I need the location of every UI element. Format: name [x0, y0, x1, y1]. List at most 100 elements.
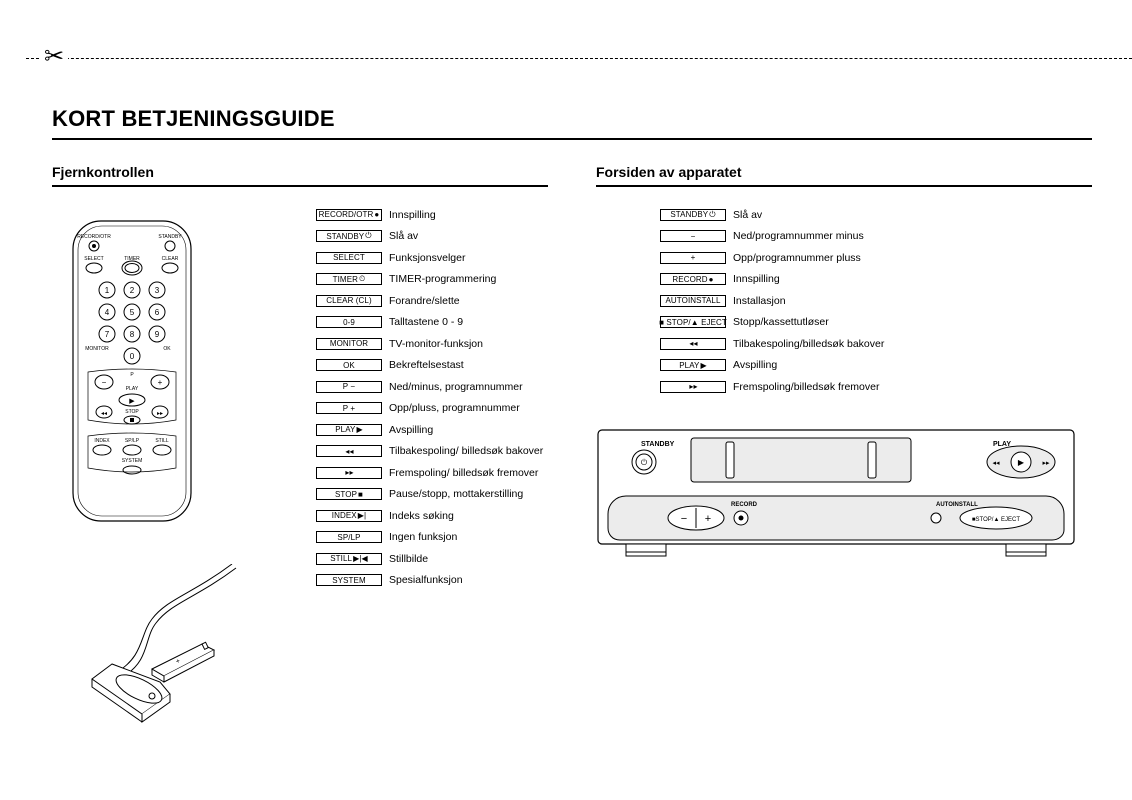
- key-description: Funksjonsvelger: [389, 252, 465, 264]
- svg-text:▶: ▶: [129, 398, 135, 405]
- key-description: Ned/minus, programnummer: [389, 381, 523, 393]
- key-label: PLAY ▶: [316, 424, 382, 436]
- key-description: Tilbakespoling/ billedsøk bakover: [389, 445, 543, 457]
- key-description: Bekreftelsestast: [389, 359, 464, 371]
- svg-text:8: 8: [130, 330, 135, 339]
- key-description: Ingen funksjon: [389, 531, 457, 543]
- heading-front: Forsiden av apparatet: [596, 164, 1092, 182]
- legend-row: STOP ■ Pause/stopp, mottakerstilling: [312, 484, 543, 506]
- svg-text:5: 5: [130, 308, 135, 317]
- key-description: Avspilling: [389, 424, 433, 436]
- svg-text:STANDBY: STANDBY: [158, 234, 182, 240]
- key-description: Talltastene 0 - 9: [389, 316, 463, 328]
- legend-front: STANDBY ⏻ Slå av−Ned/programnummer minus +…: [656, 204, 884, 398]
- key-label: 0-9: [316, 316, 382, 328]
- svg-text:RECORD/OTR: RECORD/OTR: [77, 234, 111, 240]
- svg-text:▶: ▶: [1018, 458, 1025, 467]
- key-description: Spesialfunksjon: [389, 574, 463, 586]
- key-label: AUTOINSTALL: [660, 295, 726, 307]
- key-description: Innspilling: [389, 209, 436, 221]
- key-label: OK: [316, 359, 382, 371]
- svg-text:INDEX: INDEX: [94, 438, 110, 444]
- svg-text:−: −: [102, 378, 107, 387]
- key-label: −: [660, 230, 726, 242]
- key-description: TIMER-programmering: [389, 273, 496, 285]
- legend-row: ▸▸Fremspoling/billedsøk fremover: [656, 376, 884, 398]
- legend-row: P − Ned/minus, programnummer: [312, 376, 543, 398]
- svg-text:7: 7: [105, 330, 110, 339]
- svg-text:MONITOR: MONITOR: [85, 346, 109, 352]
- key-label: STOP ■: [316, 488, 382, 500]
- key-label: STANDBY ⏻: [316, 230, 382, 242]
- scissors-icon: ✂: [40, 42, 68, 71]
- legend-row: 0-9 Talltastene 0 - 9: [312, 312, 543, 334]
- key-label: P −: [316, 381, 382, 393]
- legend-row: AUTOINSTALLInstallasjon: [656, 290, 884, 312]
- heading-rule: [52, 185, 548, 187]
- key-label: MONITOR: [316, 338, 382, 350]
- svg-text:4: 4: [105, 308, 110, 317]
- page-title: KORT BETJENINGSGUIDE: [52, 106, 1092, 132]
- svg-text:+: +: [705, 513, 711, 525]
- key-label: P +: [316, 402, 382, 414]
- svg-text:6: 6: [155, 308, 160, 317]
- key-label: SP/LP: [316, 531, 382, 543]
- svg-text:3: 3: [155, 286, 160, 295]
- svg-text:OK: OK: [163, 346, 171, 352]
- remote-illustration: RECORD/OTR STANDBY SELECT TIMER CLEAR 1 …: [72, 220, 192, 530]
- legend-row: STANDBY ⏻Slå av: [312, 226, 543, 248]
- svg-text:SYSTEM: SYSTEM: [122, 458, 143, 464]
- key-description: Innspilling: [733, 273, 780, 285]
- key-label: ◂◂: [316, 445, 382, 457]
- key-description: Avspilling: [733, 359, 777, 371]
- legend-row: RECORD ● Innspilling: [656, 269, 884, 291]
- key-label: +: [660, 252, 726, 264]
- svg-text:■STOP/▲ EJECT: ■STOP/▲ EJECT: [972, 517, 1020, 523]
- legend-row: ■ STOP/▲ EJECTStopp/kassettutløser: [656, 312, 884, 334]
- svg-text:◂◂: ◂◂: [992, 460, 1000, 467]
- key-label: CLEAR (CL): [316, 295, 382, 307]
- column-front-panel: Forsiden av apparatet STANDBY ⏻Slå av−Ne…: [596, 164, 1092, 205]
- battery-illustration: +: [72, 564, 252, 744]
- legend-row: MONITOR TV-monitor-funksjon: [312, 333, 543, 355]
- key-label: RECORD/OTR ●: [316, 209, 382, 221]
- svg-text:1: 1: [105, 286, 110, 295]
- legend-row: CLEAR (CL)Forandre/slette: [312, 290, 543, 312]
- key-description: Opp/pluss, programnummer: [389, 402, 520, 414]
- legend-row: INDEX ▶|Indeks søking: [312, 505, 543, 527]
- svg-text:▸▸: ▸▸: [1042, 460, 1050, 467]
- page-content: KORT BETJENINGSGUIDE Fjernkontrollen REC…: [52, 106, 1092, 205]
- column-remote: Fjernkontrollen RECORD/OTR STANDBY SELEC…: [52, 164, 548, 205]
- key-description: Fremspoling/ billedsøk fremover: [389, 467, 538, 479]
- legend-row: STILL ▶|◀Stillbilde: [312, 548, 543, 570]
- svg-text:2: 2: [130, 286, 135, 295]
- legend-row: OK Bekreftelsestast: [312, 355, 543, 377]
- svg-text:SP/LP: SP/LP: [125, 438, 140, 444]
- key-label: STILL ▶|◀: [316, 553, 382, 565]
- key-description: Ned/programnummer minus: [733, 230, 864, 242]
- key-label: SELECT: [316, 252, 382, 264]
- key-description: Slå av: [733, 209, 762, 221]
- legend-row: SELECT Funksjonsvelger: [312, 247, 543, 269]
- key-description: Fremspoling/billedsøk fremover: [733, 381, 879, 393]
- legend-remote: RECORD/OTR ●InnspillingSTANDBY ⏻Slå avSE…: [312, 204, 543, 591]
- svg-text:RECORD: RECORD: [731, 502, 758, 508]
- legend-row: ◂◂ Tilbakespoling/ billedsøk bakover: [312, 441, 543, 463]
- svg-text:STILL: STILL: [155, 438, 169, 444]
- key-label: TIMER ⏲: [316, 273, 382, 285]
- key-label: RECORD ●: [660, 273, 726, 285]
- svg-text:CLEAR: CLEAR: [162, 256, 179, 262]
- key-description: Pause/stopp, mottakerstilling: [389, 488, 523, 500]
- key-label: STANDBY ⏻: [660, 209, 726, 221]
- key-label: INDEX ▶|: [316, 510, 382, 522]
- legend-row: SP/LP Ingen funksjon: [312, 527, 543, 549]
- legend-row: STANDBY ⏻ Slå av: [656, 204, 884, 226]
- legend-row: PLAY ▶Avspilling: [656, 355, 884, 377]
- key-description: TV-monitor-funksjon: [389, 338, 483, 350]
- legend-row: ◂◂Tilbakespoling/billedsøk bakover: [656, 333, 884, 355]
- legend-row: RECORD/OTR ● Innspilling: [312, 204, 543, 226]
- svg-text:⏻: ⏻: [641, 458, 648, 467]
- key-description: Tilbakespoling/billedsøk bakover: [733, 338, 884, 350]
- legend-row: PLAY ▶ Avspilling: [312, 419, 543, 441]
- svg-text:PLAY: PLAY: [126, 386, 139, 392]
